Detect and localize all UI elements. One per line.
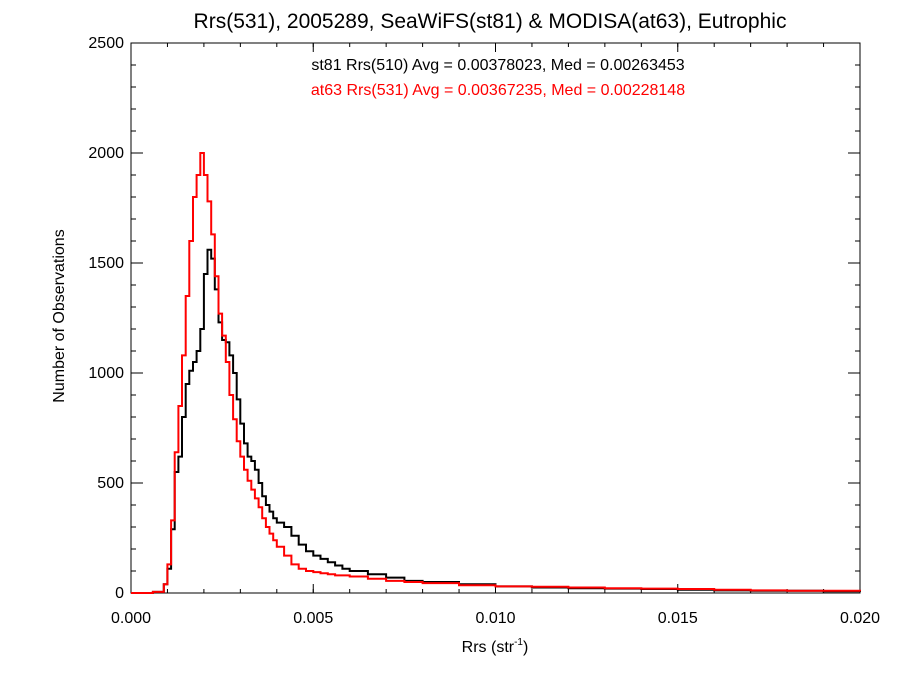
annotation-st81: st81 Rrs(510) Avg = 0.00378023, Med = 0.… — [311, 57, 684, 74]
y-axis: 0 500 1000 1500 2000 2500 — [88, 35, 860, 602]
x-tick-label: 0.000 — [111, 610, 151, 627]
y-tick-label: 2500 — [88, 35, 124, 52]
series-at63-line — [131, 152, 861, 594]
y-axis-label: Number of Observations — [51, 229, 68, 402]
chart-title: Rrs(531), 2005289, SeaWiFS(st81) & MODIS… — [194, 10, 787, 33]
y-tick-label: 0 — [115, 585, 124, 602]
x-axis-label-superscript: -1 — [514, 637, 523, 648]
x-tick-label: 0.005 — [293, 610, 333, 627]
x-axis-label-close: ) — [523, 639, 528, 656]
x-axis: 0.000 0.005 0.010 0.015 0.020 — [111, 43, 880, 627]
series-st81-line — [131, 248, 861, 594]
x-tick-label: 0.020 — [840, 610, 880, 627]
x-tick-label: 0.015 — [658, 610, 698, 627]
plot-frame — [130, 42, 861, 594]
series-group — [131, 152, 861, 594]
annotation-at63: at63 Rrs(531) Avg = 0.00367235, Med = 0.… — [311, 82, 685, 99]
y-tick-label: 500 — [97, 475, 124, 492]
x-axis-label-main: Rrs (str — [462, 639, 515, 656]
x-tick-label: 0.010 — [475, 610, 515, 627]
y-tick-label: 1500 — [88, 255, 124, 272]
x-axis-label: Rrs (str-1) — [462, 637, 529, 656]
y-tick-label: 2000 — [88, 145, 124, 162]
y-tick-label: 1000 — [88, 365, 124, 382]
